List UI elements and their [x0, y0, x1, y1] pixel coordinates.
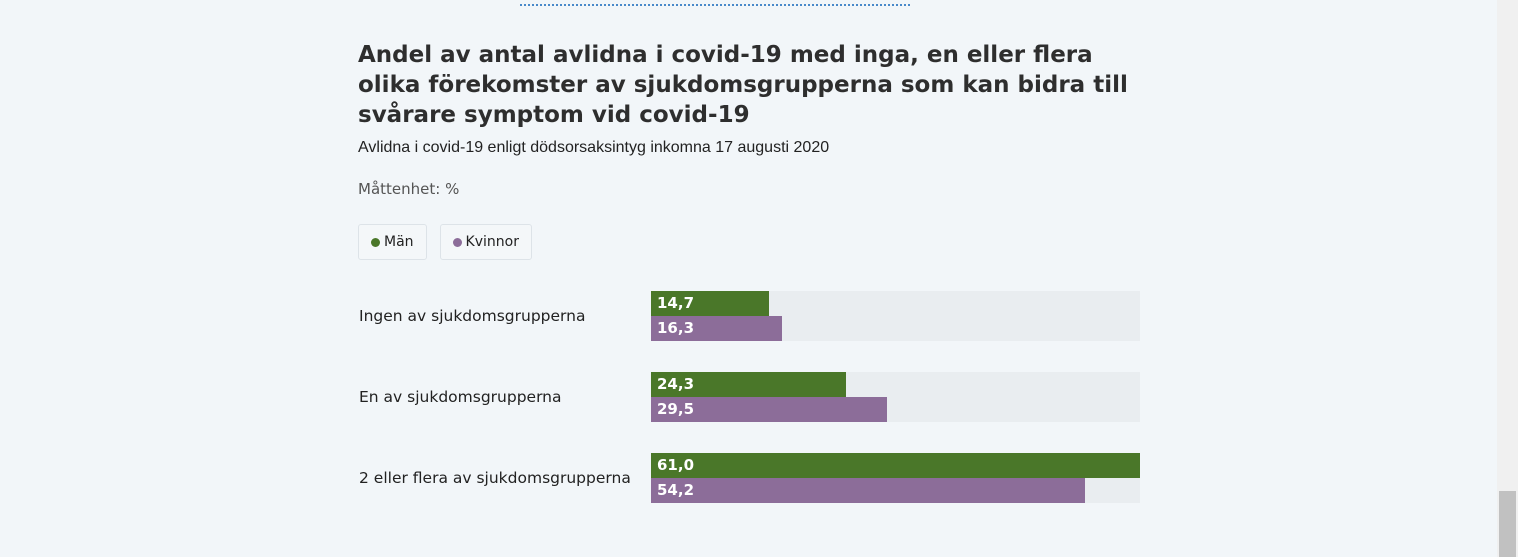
bar-men-2[interactable]: 24,3	[651, 372, 846, 397]
category-label: Ingen av sjukdomsgrupperna	[359, 307, 586, 325]
scrollbar-thumb[interactable]	[1499, 491, 1516, 557]
legend-label-women: Kvinnor	[465, 234, 519, 250]
chart-panel: Andel av antal avlidna i covid-19 med in…	[358, 40, 1148, 260]
bar-men-3[interactable]: 61,0	[651, 453, 1140, 478]
bar-value-label: 24,3	[657, 375, 695, 393]
chart-row-1: Ingen av sjukdomsgrupperna 14,7 16,3	[358, 291, 1148, 341]
bar-value-label: 54,2	[657, 481, 695, 499]
legend-item-women[interactable]: Kvinnor	[439, 224, 532, 260]
legend-dot-men-icon	[371, 237, 380, 247]
bar-value-label: 29,5	[657, 400, 695, 418]
chart-title: Andel av antal avlidna i covid-19 med in…	[358, 42, 1128, 128]
bar-women-2[interactable]: 29,5	[651, 397, 887, 422]
top-link-fragment[interactable]	[520, 0, 910, 6]
bar-track: 61,0 54,2	[651, 453, 1140, 503]
bar-value-label: 61,0	[657, 456, 695, 474]
bar-value-label: 16,3	[657, 319, 695, 337]
unit-label: Måttenhet: %	[358, 180, 460, 198]
bar-track: 24,3 29,5	[651, 372, 1140, 422]
bar-track: 14,7 16,3	[651, 291, 1140, 341]
bar-men-1[interactable]: 14,7	[651, 291, 769, 316]
category-label: 2 eller flera av sjukdomsgrupperna	[359, 469, 631, 487]
legend: Män Kvinnor	[358, 224, 1148, 260]
legend-item-men[interactable]: Män	[358, 224, 427, 260]
legend-dot-women-icon	[452, 237, 462, 247]
category-label: En av sjukdomsgrupperna	[359, 388, 562, 406]
chart-row-3: 2 eller flera av sjukdomsgrupperna 61,0 54…	[358, 453, 1148, 503]
chart-subtitle: Avlidna i covid-19 enligt dödsorsaksinty…	[358, 139, 830, 156]
bar-women-3[interactable]: 54,2	[651, 478, 1085, 503]
bar-value-label: 14,7	[657, 294, 695, 312]
scrollbar-track[interactable]	[1497, 0, 1518, 557]
legend-label-men: Män	[384, 234, 414, 250]
chart-row-2: En av sjukdomsgrupperna 24,3 29,5	[358, 372, 1148, 422]
bar-women-1[interactable]: 16,3	[651, 316, 782, 341]
bar-chart: Ingen av sjukdomsgrupperna 14,7 16,3 En av …	[358, 291, 1148, 511]
